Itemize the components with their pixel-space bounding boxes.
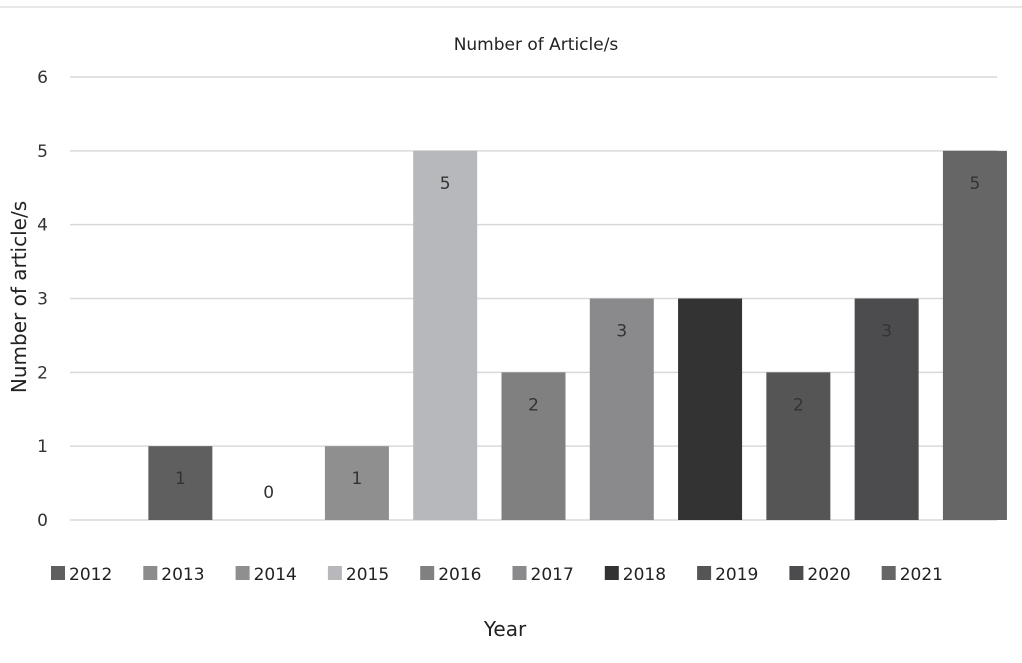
legend-swatch-2013 [143, 566, 158, 580]
bar-2018 [678, 298, 743, 520]
legend-swatch-2018 [604, 566, 619, 580]
y-tick-label: 1 [37, 437, 48, 457]
legend-label-2021: 2021 [900, 565, 943, 585]
legend-swatch-2020 [789, 566, 804, 580]
legend-label-2020: 2020 [807, 565, 850, 585]
bar-2021 [942, 150, 1007, 521]
y-tick-label: 3 [37, 290, 48, 310]
data-label-2021: 5 [970, 174, 981, 194]
y-tick-label: 4 [37, 216, 48, 236]
data-labels: 1 0 1 5 2 3 3 2 3 5 [175, 174, 980, 503]
y-tick-label: 5 [37, 142, 48, 162]
data-label-2017: 3 [616, 322, 627, 342]
legend-swatch-2017 [512, 566, 527, 580]
legend-label-2013: 2013 [161, 565, 204, 585]
legend-swatch-2015 [327, 566, 342, 580]
chart-title: Number of Article/s [454, 35, 619, 55]
x-axis-label: Year [483, 617, 527, 641]
data-label-2013: 0 [263, 483, 274, 503]
legend-label-2019: 2019 [715, 565, 758, 585]
data-label-2015: 5 [440, 174, 451, 194]
data-label-2016: 2 [528, 395, 539, 415]
bar-2020 [854, 298, 919, 520]
y-tick-label: 0 [37, 511, 48, 531]
legend: 2012 2013 2014 2015 2016 2017 2018 2019 2020 2021 [51, 565, 943, 585]
data-label-2018: 3 [705, 322, 716, 342]
y-axis-ticks: 0 1 2 3 4 5 6 [37, 68, 48, 531]
legend-label-2017: 2017 [531, 565, 574, 585]
bar-2012 [148, 446, 213, 520]
bar-2015 [413, 150, 478, 521]
data-label-2020: 3 [881, 322, 892, 342]
legend-swatch-2019 [697, 566, 712, 580]
legend-label-2016: 2016 [438, 565, 481, 585]
bar-2019 [766, 372, 831, 520]
legend-swatch-2014 [235, 566, 250, 580]
bar-2016 [501, 372, 566, 520]
data-label-2012: 1 [175, 469, 186, 489]
y-tick-label: 2 [37, 363, 48, 383]
y-tick-label: 6 [37, 68, 48, 88]
data-label-2019: 2 [793, 395, 804, 415]
bar-2017 [589, 298, 654, 520]
legend-label-2015: 2015 [346, 565, 389, 585]
legend-label-2018: 2018 [623, 565, 666, 585]
legend-swatch-2012 [51, 566, 65, 580]
bars [148, 150, 1007, 521]
y-axis-label: Number of article/s [7, 201, 31, 393]
legend-label-2014: 2014 [254, 565, 297, 585]
data-label-2014: 1 [352, 469, 363, 489]
legend-swatch-2021 [881, 566, 896, 580]
legend-swatch-2016 [420, 566, 435, 580]
legend-label-2012: 2012 [69, 565, 112, 585]
bar-2014 [324, 446, 389, 520]
